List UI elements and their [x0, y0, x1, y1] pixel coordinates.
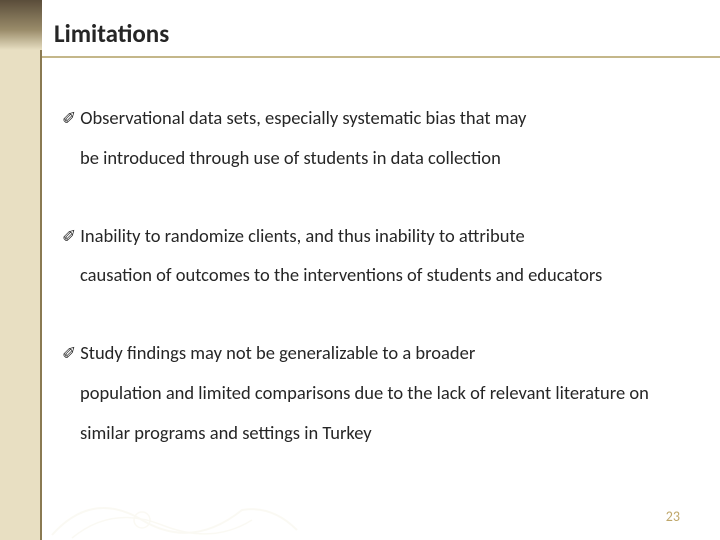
content-area: ✐Observational data sets, especially sys…: [62, 98, 700, 490]
bullet-icon: ✐: [62, 109, 76, 128]
bullet-icon: ✐: [62, 227, 76, 246]
bullet-2-cont: causation of outcomes to the interventio…: [80, 255, 700, 295]
title-underline: [42, 56, 720, 58]
bullet-3: ✐Study findings may not be generalizable…: [62, 333, 700, 452]
bullet-2-lead: Inability: [80, 224, 140, 247]
slide-title: Limitations: [54, 18, 700, 49]
bullet-3-rest: findings may not be generalizable to a b…: [123, 341, 476, 364]
sidebar-decoration: [0, 0, 42, 540]
bullet-2-rest: to randomize clients, and thus inability…: [141, 224, 525, 247]
bullet-1-lead: Observational: [80, 106, 185, 129]
bullet-3-cont: population and limited comparisons due t…: [80, 373, 700, 453]
bullet-1-cont: be introduced through use of students in…: [80, 138, 700, 178]
bullet-icon: ✐: [62, 344, 76, 363]
bullet-3-lead: Study: [80, 341, 123, 364]
bullet-1: ✐Observational data sets, especially sys…: [62, 98, 700, 178]
decorative-swirl: [42, 480, 302, 540]
title-area: Limitations: [54, 18, 700, 49]
sidebar-gradient: [0, 0, 42, 50]
bullet-2: ✐Inability to randomize clients, and thu…: [62, 216, 700, 296]
page-number: 23: [666, 508, 680, 525]
bullet-1-rest: data sets, especially systematic bias th…: [185, 106, 527, 129]
